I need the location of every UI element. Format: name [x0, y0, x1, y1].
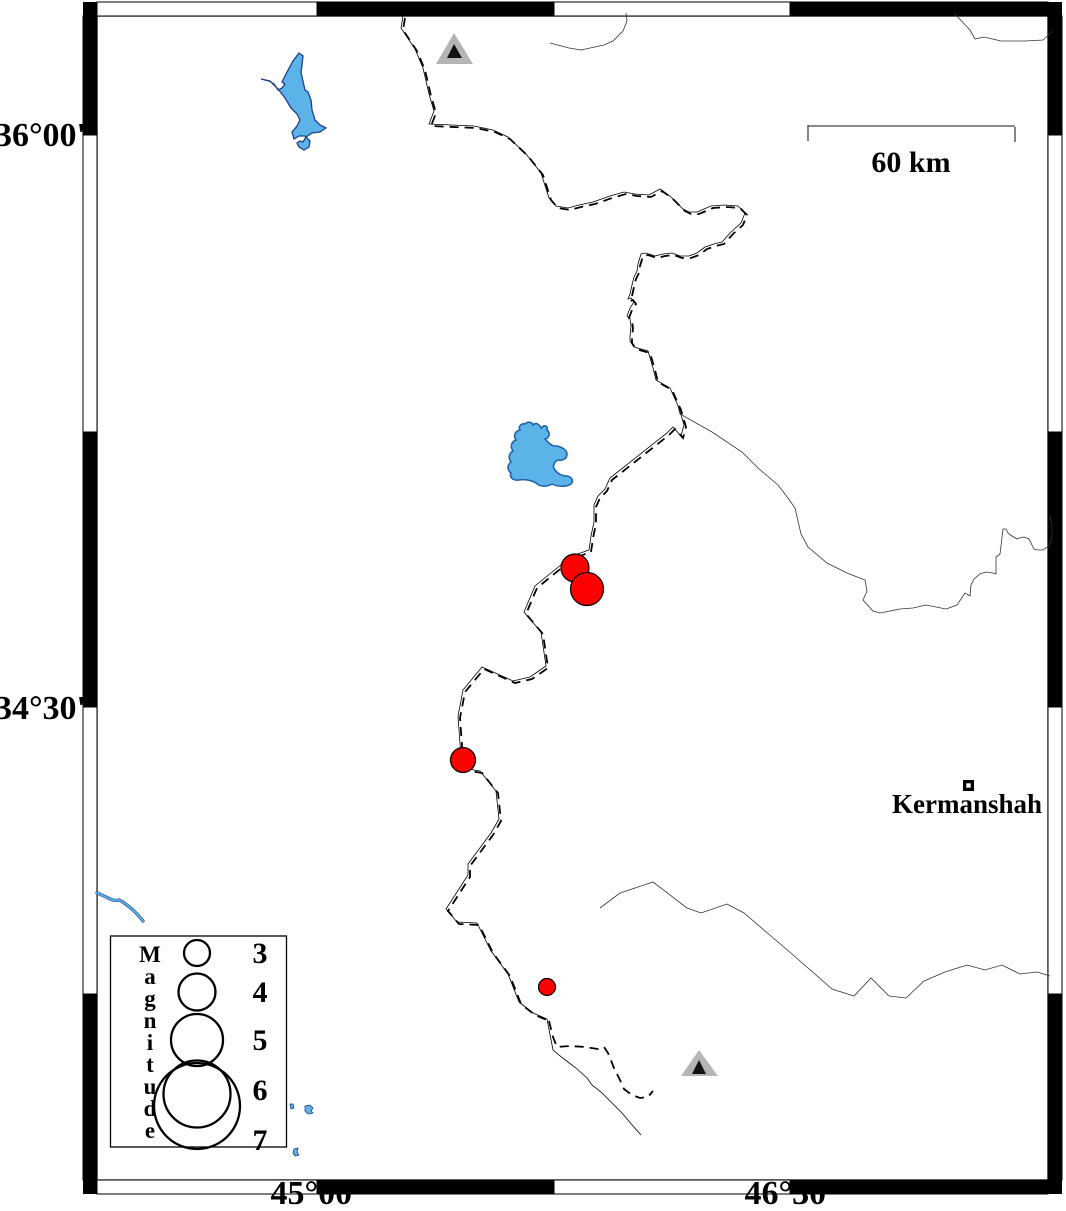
svg-text:45°00': 45°00': [270, 1175, 361, 1206]
svg-text:4: 4: [253, 976, 268, 1009]
svg-text:Kermanshah: Kermanshah: [892, 789, 1042, 819]
svg-text:3: 3: [253, 937, 268, 970]
svg-text:6: 6: [253, 1074, 268, 1107]
svg-text:5: 5: [253, 1024, 268, 1057]
svg-text:7: 7: [253, 1124, 268, 1157]
svg-text:36°00': 36°00': [0, 117, 86, 154]
svg-text:34°30': 34°30': [0, 690, 86, 727]
svg-text:60 km: 60 km: [871, 146, 950, 179]
svg-text:46°30': 46°30': [744, 1175, 835, 1206]
svg-text:e: e: [145, 1118, 155, 1143]
